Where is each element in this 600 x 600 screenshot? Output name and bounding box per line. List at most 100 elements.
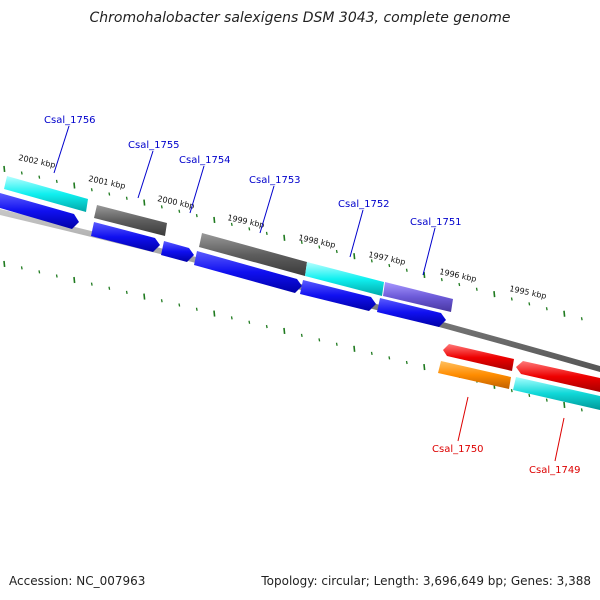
- cds-arrow[interactable]: [161, 241, 194, 262]
- tick-mark: [178, 209, 181, 213]
- gene-label[interactable]: Csal_1754: [179, 155, 231, 166]
- tick-mark: [265, 324, 268, 329]
- tick-mark: [230, 316, 233, 320]
- tick-mark: [125, 196, 128, 200]
- tick-mark: [38, 270, 41, 274]
- cds-arrow[interactable]: [300, 280, 376, 311]
- tick-mark: [370, 351, 373, 355]
- tick-mark: [143, 293, 146, 300]
- kbp-tick-label: 2000 kbp: [157, 194, 196, 211]
- tick-mark: [388, 356, 391, 360]
- leader-line: [457, 396, 469, 442]
- tick-mark: [38, 175, 41, 179]
- gene-labels: Csal_1756 Csal_1755 Csal_1754 Csal_1753 …: [44, 115, 581, 476]
- tick-mark: [458, 282, 461, 287]
- kbp-tick-label: 1997 kbp: [368, 250, 407, 267]
- tick-mark: [510, 388, 513, 393]
- gene-box-csal-1751[interactable]: [383, 282, 453, 312]
- leader-line: [137, 150, 154, 199]
- gene-label[interactable]: Csal_1755: [128, 140, 180, 151]
- tick-mark: [213, 310, 216, 317]
- gene-box-csal-1750[interactable]: [438, 361, 511, 389]
- gene-label[interactable]: Csal_1753: [249, 175, 301, 186]
- tick-mark: [195, 307, 198, 311]
- tick-mark: [248, 227, 251, 231]
- cds-arrow-reverse[interactable]: [516, 361, 600, 392]
- tick-mark: [545, 398, 548, 402]
- tick-mark: [265, 231, 268, 235]
- tick-mark: [125, 290, 128, 295]
- tick-mark: [318, 338, 321, 342]
- tick-mark: [160, 299, 163, 303]
- tick-mark: [178, 303, 181, 307]
- tick-mark: [545, 307, 548, 311]
- tick-mark: [55, 274, 58, 278]
- gene-box-csal-1756[interactable]: [4, 176, 88, 212]
- kbp-tick-label: 1996 kbp: [439, 267, 478, 284]
- forward-cds-arrows: [0, 193, 446, 327]
- kbp-tick-label: 1999 kbp: [227, 213, 266, 230]
- gene-label[interactable]: Csal_1752: [338, 199, 390, 210]
- tick-row-outer: [3, 165, 583, 321]
- cds-arrow-reverse[interactable]: [443, 344, 514, 371]
- gene-box-csal-1755[interactable]: [94, 205, 167, 236]
- tick-mark: [3, 165, 6, 173]
- tick-mark: [73, 276, 76, 284]
- leader-line: [554, 417, 565, 462]
- cds-arrow[interactable]: [377, 298, 446, 327]
- tick-mark: [300, 333, 303, 338]
- tick-mark: [580, 317, 583, 321]
- tick-mark: [528, 393, 531, 397]
- leader-line: [349, 209, 364, 258]
- label-leaders: [53, 125, 565, 462]
- tick-mark: [405, 268, 408, 272]
- tick-mark: [335, 342, 338, 346]
- cds-arrow[interactable]: [194, 251, 302, 293]
- tick-mark: [283, 327, 286, 335]
- tick-row-inner: [3, 260, 583, 412]
- tick-mark: [90, 282, 93, 286]
- tick-mark: [475, 287, 478, 291]
- reverse-cds-arrows: [438, 344, 600, 410]
- kbp-tick-label: 2001 kbp: [88, 174, 127, 191]
- kbp-tick-label: 2002 kbp: [18, 153, 57, 170]
- tick-mark: [510, 297, 513, 301]
- cds-arrow[interactable]: [91, 222, 160, 252]
- forward-gene-boxes: [4, 176, 453, 312]
- tick-mark: [143, 199, 146, 206]
- tick-mark: [108, 286, 111, 290]
- tick-mark: [353, 253, 356, 260]
- tick-mark: [423, 271, 426, 279]
- tick-mark: [440, 278, 443, 282]
- leader-line: [53, 125, 70, 174]
- tick-mark: [213, 216, 216, 224]
- tick-mark: [248, 320, 251, 324]
- tick-mark: [318, 245, 321, 249]
- tick-mark: [230, 222, 233, 227]
- tick-mark: [563, 310, 566, 317]
- leader-line: [259, 185, 275, 234]
- tick-mark: [563, 401, 566, 409]
- tick-mark: [3, 260, 6, 267]
- gene-box-csal-1752[interactable]: [305, 262, 384, 296]
- kbp-tick-label: 1995 kbp: [509, 284, 548, 301]
- cds-arrow[interactable]: [0, 193, 79, 229]
- tick-mark: [55, 179, 58, 183]
- tick-mark: [580, 408, 583, 412]
- gene-label[interactable]: Csal_1749: [529, 465, 581, 476]
- tick-mark: [73, 182, 76, 189]
- tick-mark: [405, 360, 408, 365]
- genome-info-text: Topology: circular; Length: 3,696,649 bp…: [261, 574, 591, 588]
- gene-label[interactable]: Csal_1750: [432, 444, 484, 455]
- gene-box-csal-1753[interactable]: [199, 233, 307, 276]
- accession-text: Accession: NC_007963: [9, 574, 146, 588]
- tick-mark: [528, 302, 531, 306]
- tick-mark: [423, 364, 426, 371]
- map-title: Chromohalobacter salexigens DSM 3043, co…: [89, 10, 511, 26]
- tick-mark: [195, 213, 198, 218]
- gene-box-csal-1749[interactable]: [513, 377, 600, 410]
- gene-label[interactable]: Csal_1751: [410, 217, 462, 228]
- gene-label[interactable]: Csal_1756: [44, 115, 96, 126]
- tick-mark: [20, 171, 23, 175]
